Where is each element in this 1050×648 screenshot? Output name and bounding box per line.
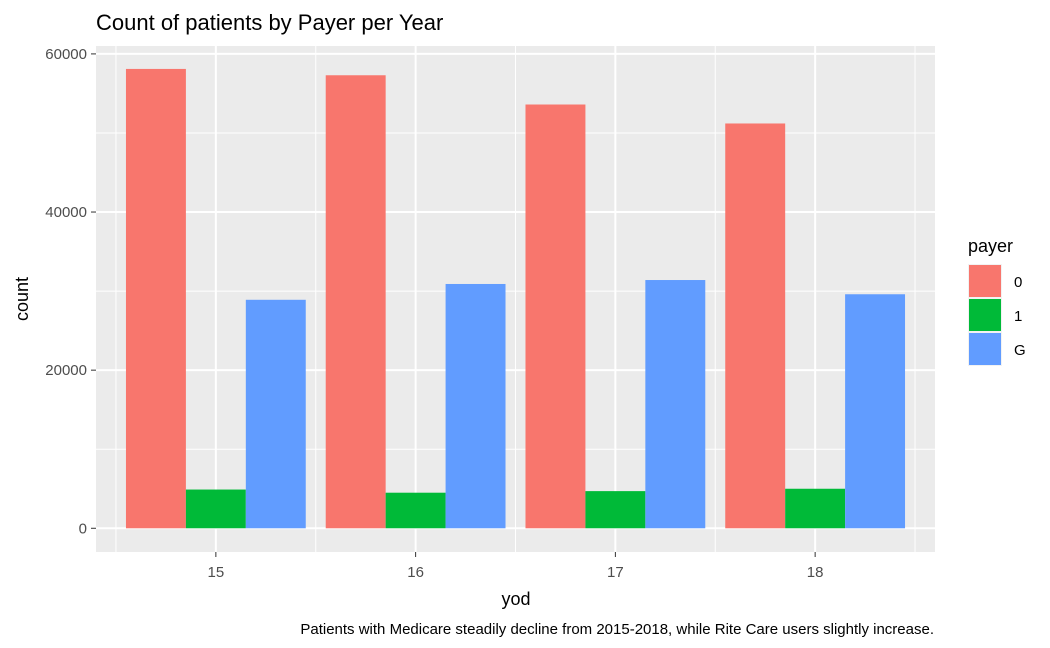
legend-swatch-0 [969, 265, 1001, 297]
legend: payer 0 1 G [968, 236, 1026, 366]
bars [125, 68, 906, 529]
bar-18-1 [785, 488, 846, 529]
y-axis: 0 20000 40000 60000 [45, 46, 96, 537]
bar-18-0 [725, 123, 786, 529]
bar-15-G [245, 299, 306, 529]
y-axis-title: count [12, 277, 32, 321]
bar-15-1 [185, 489, 246, 529]
legend-label-0: 0 [1014, 274, 1022, 291]
bar-16-0 [325, 75, 386, 529]
x-tick-label: 17 [607, 564, 624, 581]
bar-16-G [445, 283, 506, 529]
x-tick-label: 16 [407, 564, 424, 581]
legend-swatch-G [969, 333, 1001, 365]
bar-17-G [645, 280, 706, 529]
chart-title: Count of patients by Payer per Year [96, 10, 443, 35]
x-axis-title: yod [501, 589, 530, 609]
x-tick-label: 15 [208, 564, 225, 581]
x-tick-label: 18 [807, 564, 824, 581]
legend-title: payer [968, 236, 1013, 256]
chart-caption: Patients with Medicare steadily decline … [300, 621, 934, 638]
bar-16-1 [385, 492, 446, 529]
legend-label-G: G [1014, 342, 1026, 359]
bar-17-0 [525, 104, 586, 529]
bar-15-0 [125, 68, 186, 529]
x-axis: 15 16 17 18 [208, 552, 824, 581]
y-tick-label: 60000 [45, 46, 87, 63]
y-tick-label: 20000 [45, 362, 87, 379]
bar-18-G [845, 294, 906, 529]
y-tick-label: 40000 [45, 204, 87, 221]
y-tick-label: 0 [79, 520, 87, 537]
legend-label-1: 1 [1014, 308, 1022, 325]
legend-swatch-1 [969, 299, 1001, 331]
bar-17-1 [585, 491, 646, 529]
